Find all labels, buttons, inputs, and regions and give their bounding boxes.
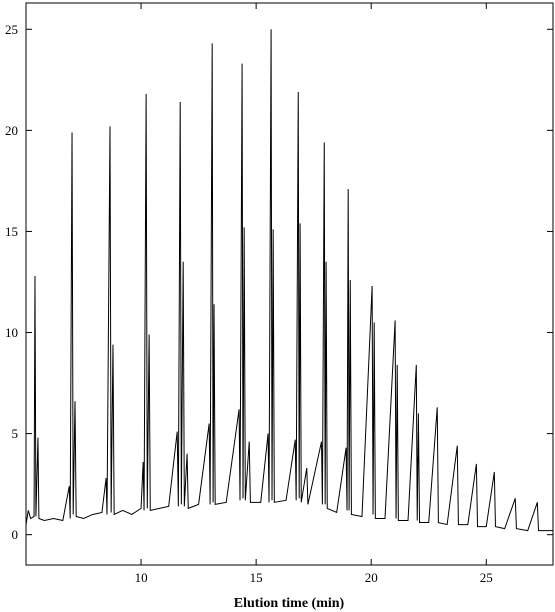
y-tick-label: 25 [5,22,18,37]
y-tick-label: 15 [5,224,18,239]
y-tick-label: 20 [5,123,18,138]
y-tick-label: 10 [5,325,18,340]
x-tick-label: 15 [250,570,263,585]
x-tick-label: 20 [365,570,378,585]
x-tick-label: 25 [480,570,493,585]
x-tick-label: 10 [135,570,148,585]
x-axis-label: Elution time (min) [234,596,345,611]
chromatogram-line [25,29,553,532]
y-tick-label: 5 [12,426,19,441]
y-tick-label: 0 [12,527,19,542]
plot-frame [25,2,554,566]
